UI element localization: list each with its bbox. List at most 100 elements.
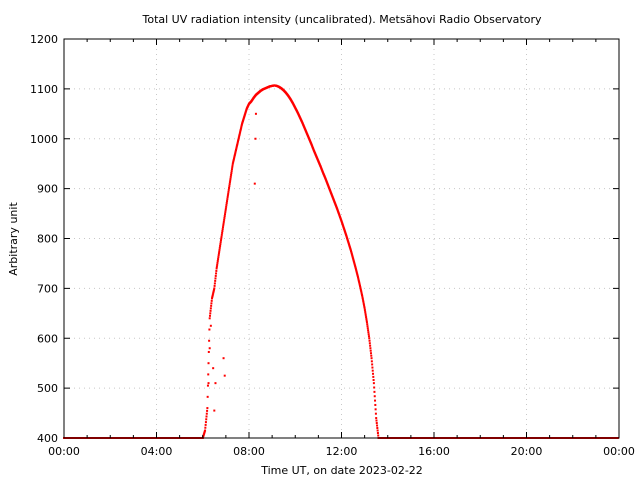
data-point xyxy=(225,201,228,204)
data-point xyxy=(216,261,219,264)
data-point xyxy=(367,335,370,338)
data-point xyxy=(359,287,362,290)
data-point xyxy=(232,161,235,164)
data-point xyxy=(369,349,372,352)
data-point xyxy=(222,220,225,223)
chart-title: Total UV radiation intensity (uncalibrat… xyxy=(142,13,542,26)
data-point xyxy=(371,363,374,366)
data-point xyxy=(214,279,217,282)
data-point xyxy=(364,310,367,313)
data-point xyxy=(358,282,361,285)
y-tick-label: 1200 xyxy=(30,33,58,46)
data-point xyxy=(356,276,359,279)
data-point xyxy=(214,277,217,280)
data-point xyxy=(369,352,372,355)
data-point xyxy=(215,272,218,275)
data-point xyxy=(236,143,239,146)
data-point xyxy=(228,187,231,189)
data-point xyxy=(204,423,207,426)
data-point xyxy=(221,230,224,233)
data-point xyxy=(367,331,370,334)
data-point xyxy=(253,182,256,185)
x-tick-label: 12:00 xyxy=(326,445,358,458)
data-point xyxy=(217,258,220,261)
data-point xyxy=(368,339,371,342)
y-tick-label: 500 xyxy=(37,382,58,395)
data-point xyxy=(350,250,353,253)
data-point xyxy=(208,339,211,342)
data-point xyxy=(362,299,365,302)
data-point xyxy=(229,179,232,182)
data-point xyxy=(239,130,242,133)
data-point xyxy=(353,262,356,265)
data-point xyxy=(239,131,242,134)
data-point xyxy=(237,136,240,139)
data-point xyxy=(359,284,361,287)
data-point xyxy=(363,309,366,312)
data-point xyxy=(226,200,229,203)
data-point xyxy=(366,327,369,330)
data-point xyxy=(371,366,374,369)
data-point xyxy=(374,403,377,406)
data-point xyxy=(358,283,361,286)
data-point xyxy=(205,418,208,421)
data-point xyxy=(205,412,208,415)
data-point xyxy=(223,374,226,377)
plot-frame xyxy=(63,38,620,439)
data-point xyxy=(234,148,237,151)
data-point xyxy=(356,274,359,277)
x-tick-label: 16:00 xyxy=(418,445,450,458)
data-point xyxy=(220,233,223,236)
data-point xyxy=(233,156,236,159)
data-point xyxy=(234,151,237,154)
data-point xyxy=(350,253,353,256)
data-point xyxy=(211,297,213,300)
data-point xyxy=(230,170,233,173)
data-point xyxy=(208,317,211,320)
data-point xyxy=(238,132,241,135)
data-point xyxy=(211,293,214,296)
data-point xyxy=(231,164,234,167)
data-point xyxy=(238,134,241,137)
data-point xyxy=(224,207,227,210)
data-point xyxy=(221,231,224,234)
data-point xyxy=(211,294,214,297)
y-tick-label: 700 xyxy=(37,282,58,295)
data-point xyxy=(370,357,373,360)
data-point xyxy=(373,390,376,393)
data-point xyxy=(229,177,232,180)
data-point xyxy=(219,243,222,246)
data-point xyxy=(239,127,242,130)
data-point xyxy=(232,158,235,161)
y-tick-label: 800 xyxy=(37,233,58,246)
data-point xyxy=(221,226,224,229)
data-point xyxy=(207,362,210,365)
data-point xyxy=(219,244,222,247)
data-point xyxy=(352,257,355,260)
data-point xyxy=(363,307,366,310)
y-tick-label: 1000 xyxy=(30,133,58,146)
data-point xyxy=(230,168,233,171)
data-point xyxy=(228,183,231,186)
data-point xyxy=(355,270,358,273)
data-point xyxy=(364,312,367,315)
data-point xyxy=(367,333,370,336)
data-point xyxy=(221,228,224,231)
data-point xyxy=(352,258,355,261)
data-point xyxy=(212,289,215,292)
data-point xyxy=(206,407,209,410)
data-point xyxy=(207,382,210,385)
data-point xyxy=(206,395,209,398)
data-point xyxy=(375,419,378,422)
data-point xyxy=(352,259,355,262)
data-point xyxy=(209,312,212,315)
data-point xyxy=(359,288,362,291)
data-point xyxy=(215,267,218,270)
data-point xyxy=(240,126,243,129)
data-point xyxy=(254,112,257,115)
data-point xyxy=(239,129,242,132)
data-point xyxy=(223,215,226,218)
data-point xyxy=(208,347,211,350)
data-point xyxy=(372,382,375,385)
